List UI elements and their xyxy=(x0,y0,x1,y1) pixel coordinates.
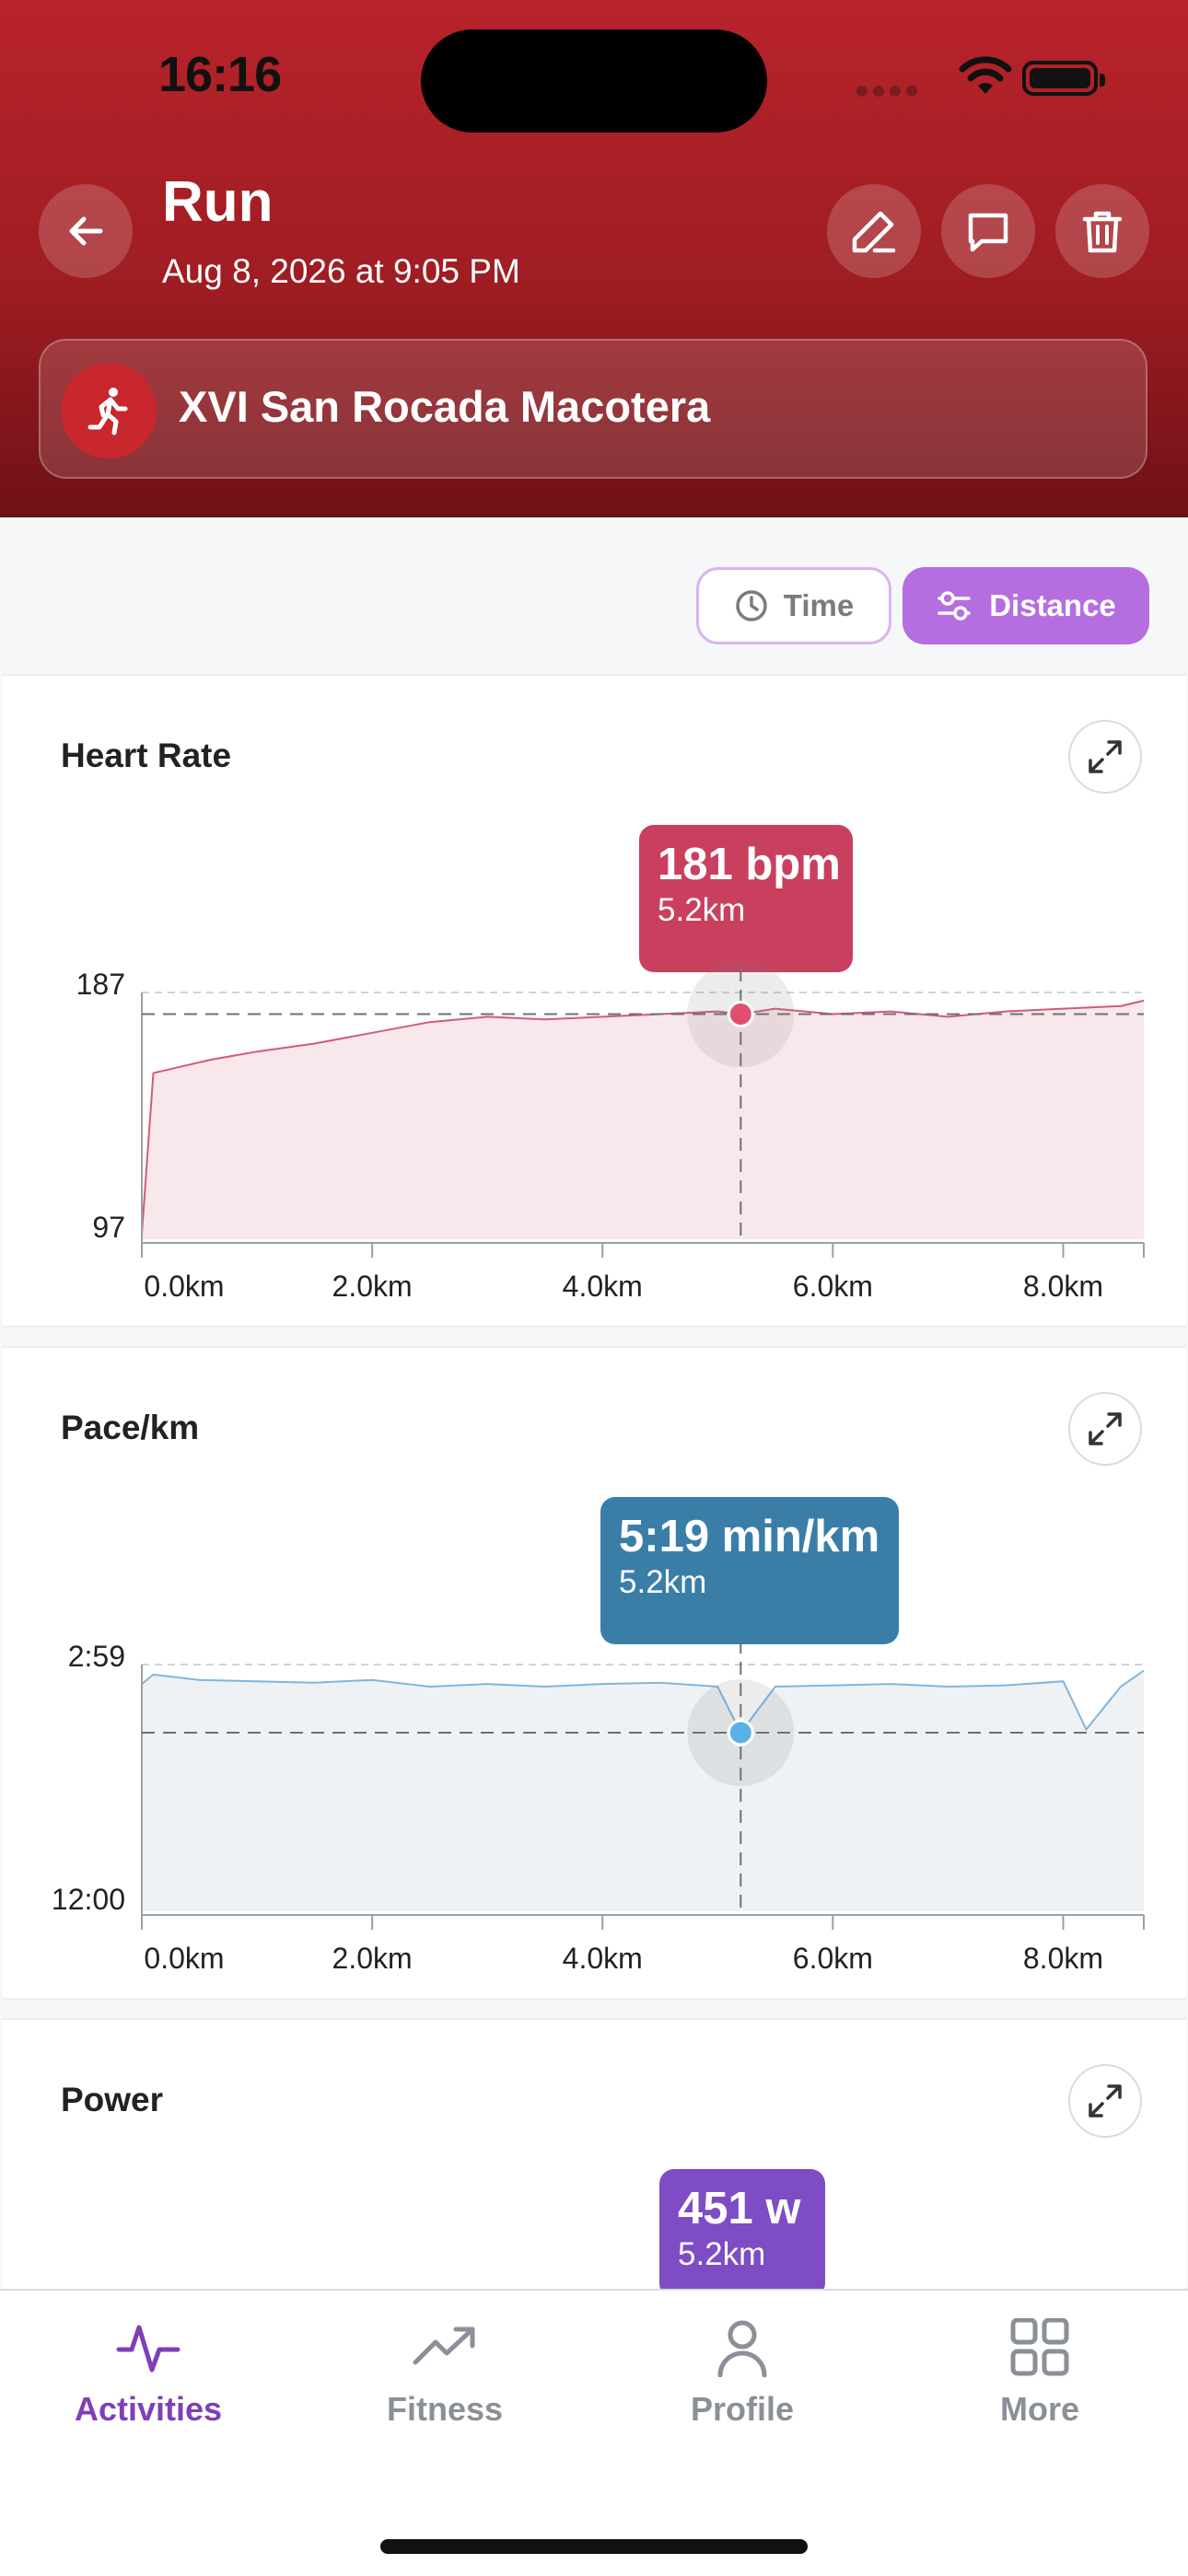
pace-tooltip-distance: 5.2km xyxy=(619,1564,707,1600)
pace-y-min-label: 12:00 xyxy=(52,1883,125,1916)
status-icons xyxy=(856,55,1133,101)
user-icon xyxy=(717,2320,767,2377)
expand-icon xyxy=(1089,740,1122,773)
running-icon xyxy=(61,363,157,458)
tab-profile[interactable]: Profile xyxy=(627,2313,857,2442)
power-tooltip-distance: 5.2km xyxy=(678,2236,766,2272)
event-card[interactable]: XVI San Rocada Macotera xyxy=(39,339,1147,479)
pace-series-line xyxy=(141,1669,1145,1735)
heart-rate-x-tick-label: 0.0km xyxy=(144,1270,224,1303)
pace-expand-button[interactable] xyxy=(1068,1392,1142,1466)
distance-toggle-label: Distance xyxy=(989,588,1116,622)
pace-x-tick-label: 4.0km xyxy=(563,1942,643,1975)
heart-rate-y-min-label: 97 xyxy=(92,1211,125,1244)
heart-rate-y-max-label: 187 xyxy=(76,968,125,1001)
pace-y-max-label: 2:59 xyxy=(68,1640,125,1673)
expand-icon xyxy=(1089,2084,1122,2118)
bottom-tab-bar: Activities Fitness Profile More xyxy=(0,2289,1188,2576)
pencil-icon xyxy=(852,211,896,253)
status-time: 16:16 xyxy=(158,47,282,102)
pace-tooltip: 5:19 min/km 5.2km xyxy=(600,1497,899,1644)
heart-rate-chart[interactable]: 187 97 0.0km 2.0km 4.0km 6.0km 8.0km xyxy=(2,676,1186,1326)
heart-rate-x-tick-label: 4.0km xyxy=(563,1270,643,1303)
expand-icon xyxy=(1089,1412,1122,1445)
cellular-signal-icon xyxy=(856,85,923,101)
tab-activities[interactable]: Activities xyxy=(33,2313,263,2442)
distance-toggle-button[interactable]: Distance xyxy=(903,567,1149,644)
heart-rate-area xyxy=(142,1000,1144,1239)
delete-button[interactable] xyxy=(1055,184,1149,278)
comment-icon xyxy=(968,213,1008,252)
heart-rate-x-tick-label: 6.0km xyxy=(793,1270,873,1303)
tab-activities-label: Activities xyxy=(74,2390,223,2428)
edit-button[interactable] xyxy=(827,184,921,278)
tab-more-label: More xyxy=(999,2390,1079,2428)
dynamic-island xyxy=(421,29,767,133)
activity-date: Aug 8, 2026 at 9:05 PM xyxy=(162,252,520,290)
pace-title: Pace/km xyxy=(61,1409,200,1446)
pace-area xyxy=(142,1670,1144,1911)
heart-rate-expand-button[interactable] xyxy=(1068,720,1142,794)
page-title: Run xyxy=(162,170,274,234)
heart-rate-x-tick-label: 8.0km xyxy=(1023,1270,1103,1303)
power-tooltip: 451 w 5.2km xyxy=(659,2169,825,2298)
clock-icon xyxy=(736,590,767,621)
heart-rate-tooltip: 181 bpm 5.2km xyxy=(639,825,853,972)
wifi-icon xyxy=(959,56,1012,94)
power-card: Power 451 w 5.2km xyxy=(2,2018,1186,2298)
event-name: XVI San Rocada Macotera xyxy=(179,382,711,431)
trending-up-icon xyxy=(413,2327,475,2365)
tab-fitness-label: Fitness xyxy=(386,2390,504,2428)
tab-profile-label: Profile xyxy=(690,2390,795,2428)
tab-more[interactable]: More xyxy=(925,2313,1155,2442)
pace-tooltip-value: 5:19 min/km xyxy=(619,1512,880,1561)
activity-icon xyxy=(116,2325,181,2373)
pace-x-tick-label: 2.0km xyxy=(332,1942,413,1975)
sliders-icon xyxy=(938,591,971,621)
power-tooltip-value: 451 w xyxy=(678,2184,801,2234)
time-toggle-label: Time xyxy=(783,588,855,622)
arrow-left-icon xyxy=(69,216,103,246)
pace-x-tick-label: 8.0km xyxy=(1023,1942,1103,1975)
back-button[interactable] xyxy=(39,184,133,278)
time-toggle-button[interactable]: Time xyxy=(696,567,891,644)
heart-rate-tooltip-value: 181 bpm xyxy=(658,840,841,889)
tab-fitness[interactable]: Fitness xyxy=(330,2313,560,2442)
trash-icon xyxy=(1082,211,1123,253)
activity-header: 16:16 Run Aug 8, 2026 at 9:05 PM xyxy=(0,0,1188,517)
heart-rate-tooltip-distance: 5.2km xyxy=(658,892,746,928)
heart-rate-title: Heart Rate xyxy=(61,737,232,774)
comment-button[interactable] xyxy=(941,184,1035,278)
power-expand-button[interactable] xyxy=(1068,2064,1142,2138)
grid-icon xyxy=(1010,2318,1069,2376)
heart-rate-card: Heart Rate 181 bpm 5.2km 187 97 0.0km 2.0… xyxy=(2,674,1186,1328)
power-title: Power xyxy=(61,2081,164,2118)
battery-icon xyxy=(1022,61,1105,96)
home-indicator xyxy=(380,2539,808,2554)
heart-rate-x-tick-label: 2.0km xyxy=(332,1270,413,1303)
heart-rate-highlight-point[interactable] xyxy=(727,1000,754,1027)
pace-x-tick-label: 0.0km xyxy=(144,1942,224,1975)
pace-card: Pace/km 5:19 min/km 5.2km 2:59 12:00 0.0… xyxy=(2,1346,1186,2000)
pace-chart[interactable]: 2:59 12:00 0.0km 2.0km 4.0km 6.0km 8.0km xyxy=(2,1348,1186,1998)
pace-highlight-point[interactable] xyxy=(727,1719,754,1746)
pace-x-tick-label: 6.0km xyxy=(793,1942,873,1975)
